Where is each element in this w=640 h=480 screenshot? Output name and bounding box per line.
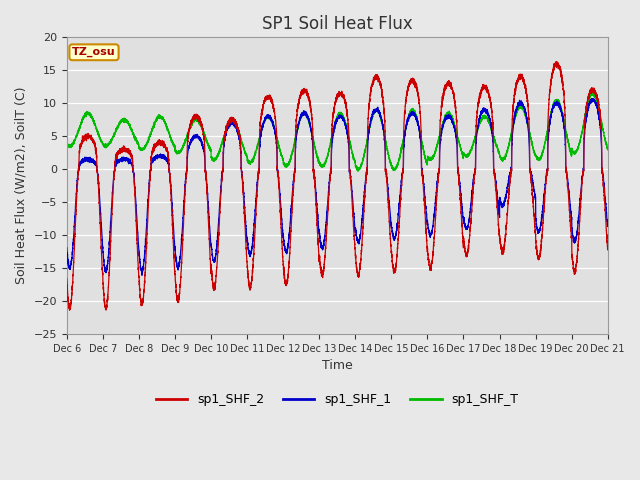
- sp1_SHF_T: [458, 151, 466, 157]
- Line: sp1_SHF_1: sp1_SHF_1: [67, 98, 608, 276]
- sp1_SHF_2: [575, 239, 582, 244]
- sp1_SHF_2: [474, 106, 481, 112]
- sp1_SHF_2: [604, 247, 612, 252]
- sp1_SHF_T: [247, 160, 255, 166]
- sp1_SHF_2: [319, 271, 326, 277]
- Title: SP1 Soil Heat Flux: SP1 Soil Heat Flux: [262, 15, 413, 33]
- sp1_SHF_T: [604, 147, 612, 153]
- sp1_SHF_1: [590, 96, 598, 101]
- sp1_SHF_T: [575, 144, 582, 149]
- sp1_SHF_2: [66, 307, 74, 313]
- X-axis label: Time: Time: [322, 360, 353, 372]
- sp1_SHF_T: [474, 127, 481, 132]
- sp1_SHF_1: [575, 218, 582, 224]
- sp1_SHF_1: [63, 245, 70, 251]
- sp1_SHF_1: [458, 207, 466, 213]
- sp1_SHF_2: [247, 285, 255, 290]
- sp1_SHF_1: [581, 124, 589, 130]
- Y-axis label: Soil Heat Flux (W/m2), SoilT (C): Soil Heat Flux (W/m2), SoilT (C): [15, 87, 28, 285]
- Text: TZ_osu: TZ_osu: [72, 47, 116, 58]
- Legend: sp1_SHF_2, sp1_SHF_1, sp1_SHF_T: sp1_SHF_2, sp1_SHF_1, sp1_SHF_T: [151, 388, 524, 411]
- sp1_SHF_2: [581, 115, 589, 120]
- sp1_SHF_1: [247, 252, 255, 257]
- sp1_SHF_T: [589, 89, 596, 95]
- Line: sp1_SHF_T: sp1_SHF_T: [67, 92, 608, 171]
- sp1_SHF_T: [319, 164, 326, 169]
- sp1_SHF_T: [581, 114, 589, 120]
- sp1_SHF_1: [604, 221, 612, 227]
- sp1_SHF_1: [474, 125, 481, 131]
- sp1_SHF_2: [458, 227, 466, 233]
- sp1_SHF_1: [319, 244, 326, 250]
- sp1_SHF_T: [63, 141, 70, 147]
- sp1_SHF_T: [355, 168, 362, 174]
- sp1_SHF_2: [63, 276, 70, 282]
- sp1_SHF_1: [138, 273, 146, 278]
- sp1_SHF_2: [552, 59, 560, 64]
- Line: sp1_SHF_2: sp1_SHF_2: [67, 61, 608, 310]
